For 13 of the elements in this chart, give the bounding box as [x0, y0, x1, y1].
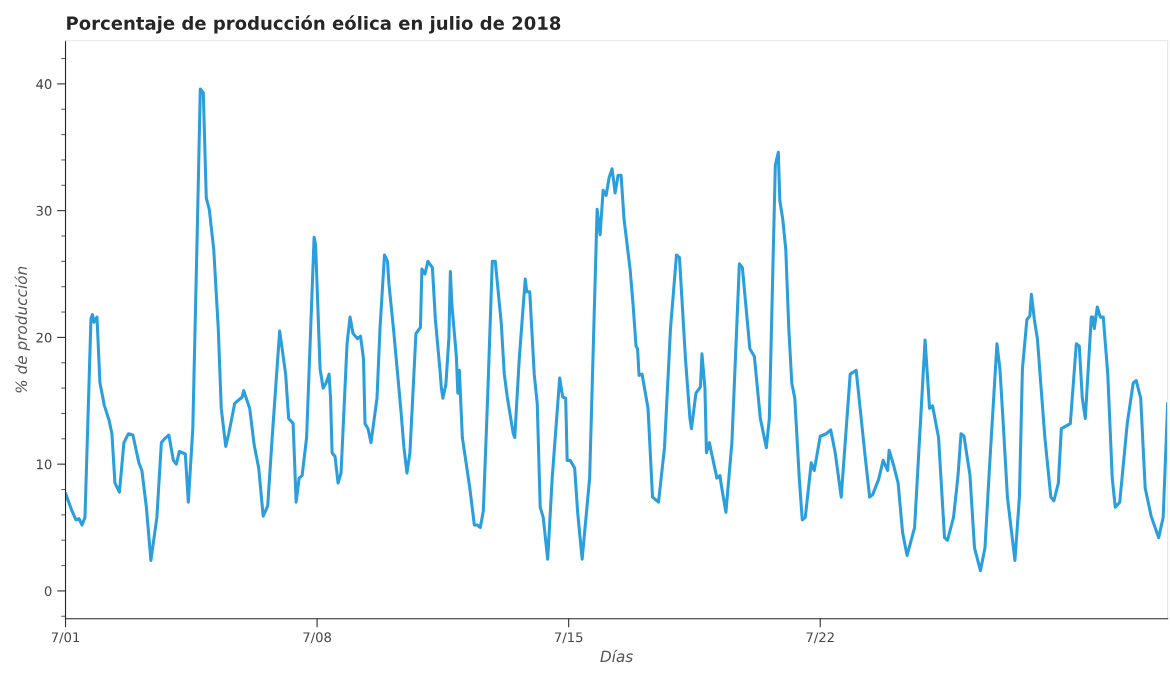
- line-series: [65, 87, 1168, 573]
- y-tick-label: 0: [44, 586, 52, 597]
- x-tick-label: 7/01: [51, 632, 80, 644]
- x-tick-label: 7/15: [554, 632, 583, 644]
- x-tick-label: 7/22: [806, 632, 834, 644]
- y-tick-label: 40: [36, 79, 52, 90]
- y-tick-label: 10: [36, 459, 52, 470]
- y-axis-title: % de producción: [14, 266, 30, 393]
- y-tick-label: 30: [36, 205, 52, 216]
- x-tick-label: 7/08: [303, 632, 332, 644]
- chart-title: Porcentaje de producción eólica en julio de 2018: [67, 15, 561, 34]
- y-tick-label: 20: [36, 332, 52, 343]
- x-axis-title: Días: [600, 649, 633, 663]
